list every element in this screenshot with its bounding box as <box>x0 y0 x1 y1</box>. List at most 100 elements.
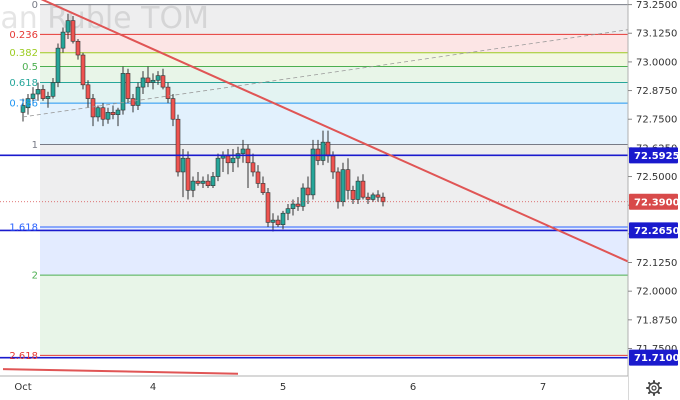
candle <box>140 71 146 94</box>
candle <box>65 13 71 39</box>
candle <box>310 139 316 200</box>
candle <box>95 105 101 122</box>
last-price-tag: 72.3900 <box>629 193 680 210</box>
price-tick-label: 73.1250 <box>636 29 677 40</box>
candle <box>295 197 301 211</box>
price-tick-label: 72.0000 <box>636 287 677 298</box>
price-level-tag: 72.5925 <box>629 147 680 164</box>
trendlines <box>2 0 638 375</box>
candle <box>260 176 266 195</box>
fib-level-label: 0 <box>32 0 38 11</box>
candle <box>355 176 361 205</box>
svg-text:71.7100: 71.7100 <box>634 353 680 364</box>
fib-level-label: 0.786 <box>9 99 38 110</box>
svg-text:72.5925: 72.5925 <box>634 151 680 162</box>
price-tick-label: 72.5000 <box>636 172 677 183</box>
fib-band <box>40 226 628 276</box>
candle <box>45 91 51 108</box>
candle <box>280 210 286 230</box>
candle <box>175 114 181 177</box>
candle <box>60 27 66 53</box>
price-tick-label: 71.7500 <box>636 344 677 355</box>
candle <box>35 82 41 101</box>
candle <box>170 94 176 127</box>
candle <box>115 107 121 127</box>
fib-band <box>40 66 628 83</box>
candle <box>145 66 151 88</box>
candle <box>180 149 186 198</box>
fib-level-label: 0.236 <box>9 30 38 41</box>
candle <box>20 98 26 122</box>
trendline[interactable] <box>38 0 638 266</box>
candle <box>240 139 246 163</box>
settings-icon[interactable] <box>646 380 662 396</box>
fib-band <box>40 82 628 104</box>
fib-level-label: 2 <box>32 271 38 282</box>
candle <box>375 190 381 202</box>
candle <box>50 77 56 99</box>
candle <box>205 174 211 188</box>
candle <box>105 107 111 124</box>
candle <box>80 52 86 90</box>
candle <box>230 149 236 172</box>
fib-labels: 0 0.236 0.382 0.5 0.618 0.786 1 1.618 2 2.618 <box>9 0 38 362</box>
price-tick-label: 73.0000 <box>636 57 677 68</box>
candle <box>300 183 306 211</box>
trendline[interactable] <box>2 368 239 375</box>
svg-text:72.2650: 72.2650 <box>634 226 680 237</box>
price-level-tag: 71.7100 <box>629 349 680 366</box>
candle <box>160 68 166 90</box>
price-tick-label: 73.2500 <box>636 0 677 11</box>
candle <box>290 199 296 216</box>
candle <box>40 84 46 101</box>
fib-band <box>40 34 628 53</box>
candle <box>350 185 356 205</box>
candle <box>155 71 161 85</box>
fib-levels <box>40 4 628 356</box>
candle <box>130 94 136 113</box>
time-axis-bg <box>0 376 628 400</box>
time-tick-label: Oct <box>14 382 31 393</box>
candle <box>200 176 206 188</box>
price-tick-label: 72.8750 <box>636 86 677 97</box>
candle <box>55 43 61 88</box>
candle <box>110 105 116 120</box>
fib-band <box>40 52 628 67</box>
fib-level-label: 0.382 <box>9 48 38 59</box>
candle <box>270 213 276 232</box>
candle <box>165 82 171 104</box>
candle <box>195 171 201 186</box>
fib-level-label: 0.5 <box>22 62 38 73</box>
time-tick-label: 4 <box>150 382 156 393</box>
candle <box>150 73 156 90</box>
fib-band <box>40 275 628 356</box>
candle <box>335 167 341 209</box>
candle <box>210 171 216 188</box>
candle <box>100 103 106 127</box>
svg-text:72.3900: 72.3900 <box>634 197 680 208</box>
candle <box>30 87 36 106</box>
price-tick-label: 72.1250 <box>636 258 677 269</box>
fib-band <box>40 4 628 35</box>
candle <box>305 176 311 205</box>
candle <box>250 153 256 177</box>
fib-level-label: 2.618 <box>9 351 38 362</box>
horizontal-levels <box>0 154 628 359</box>
fib-level-label: 1 <box>32 140 38 151</box>
candle <box>125 68 131 104</box>
price-level-tag: 72.2650 <box>629 222 680 239</box>
candle <box>370 192 376 202</box>
price-tick-label: 71.8750 <box>636 315 677 326</box>
time-tick-label: 7 <box>540 382 546 393</box>
candle <box>70 16 76 44</box>
candle <box>320 130 326 166</box>
candle <box>85 80 91 108</box>
price-tick-label: 72.7500 <box>636 115 677 126</box>
candle <box>265 188 271 227</box>
candle <box>90 94 96 127</box>
candles <box>20 13 386 232</box>
candle <box>360 174 366 200</box>
candle <box>120 66 126 115</box>
fib-level-label: 1.618 <box>9 222 38 233</box>
